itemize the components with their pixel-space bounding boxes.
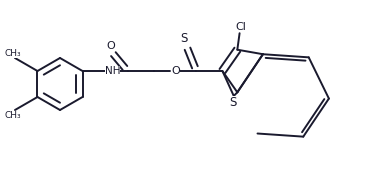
Text: O: O bbox=[106, 41, 115, 51]
Text: CH₃: CH₃ bbox=[4, 111, 21, 119]
Text: Cl: Cl bbox=[235, 22, 246, 32]
Text: NH: NH bbox=[105, 66, 120, 76]
Text: S: S bbox=[229, 96, 236, 109]
Text: CH₃: CH₃ bbox=[4, 49, 21, 57]
Text: S: S bbox=[180, 32, 188, 46]
Text: O: O bbox=[172, 66, 181, 76]
